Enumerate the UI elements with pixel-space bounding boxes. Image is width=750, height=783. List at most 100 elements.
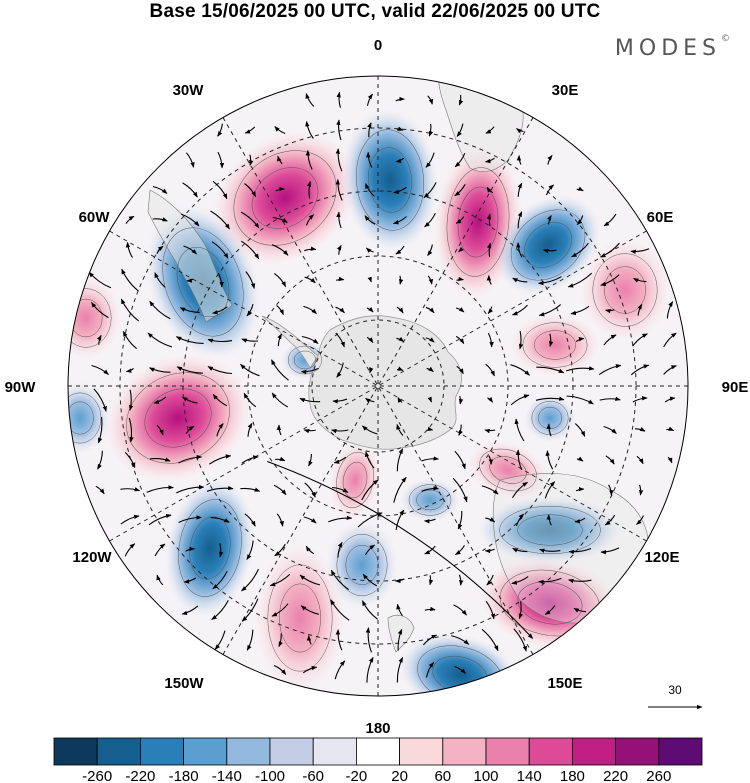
- wind-vector: [600, 547, 620, 555]
- wind-vector: [515, 513, 524, 527]
- wind-vector: [454, 152, 466, 168]
- contour-line: [279, 583, 321, 653]
- wind-vector: [424, 606, 436, 612]
- wind-vector: [451, 635, 470, 645]
- wind-vector: [458, 574, 464, 586]
- wind-vector: [538, 304, 562, 317]
- wind-vector: [278, 633, 283, 648]
- contour-line: [408, 484, 452, 516]
- colorbar-swatch: [485, 737, 530, 766]
- wind-vector: [178, 515, 202, 523]
- colorbar-tick-label: 140: [517, 768, 542, 783]
- wind-vector: [241, 240, 260, 260]
- wind-vector: [516, 128, 524, 134]
- wind-vector: [397, 126, 404, 131]
- wind-vector: [600, 274, 620, 287]
- wind-vector: [207, 366, 233, 375]
- contour-line: [592, 253, 658, 327]
- wind-vector: [152, 217, 168, 222]
- wind-vector: [211, 241, 229, 259]
- wind-vector: [603, 213, 617, 227]
- wind-vector: [427, 95, 434, 105]
- wind-vector: [513, 628, 528, 652]
- wind-vector: [305, 92, 315, 107]
- wind-vector: [485, 517, 496, 523]
- wind-vector: [515, 242, 523, 258]
- wind-vector: [183, 577, 197, 584]
- colorbar-swatch: [572, 737, 617, 766]
- contour-line: [499, 505, 601, 555]
- wind-vector: [484, 548, 495, 554]
- wind-vector: [179, 307, 200, 313]
- wind-vector: [457, 510, 463, 530]
- wind-vector: [357, 512, 383, 528]
- wind-vector: [210, 517, 230, 523]
- wind-vector: [536, 366, 565, 374]
- wind-vector: [481, 628, 499, 652]
- wind-vector: [456, 276, 464, 282]
- wind-vector: [148, 513, 172, 526]
- wind-vector: [183, 245, 197, 255]
- wind-vector: [156, 424, 164, 436]
- wind-vector: [245, 271, 256, 290]
- wind-vector: [272, 216, 288, 223]
- contour-line: [293, 350, 317, 370]
- colorbar-tick-label: 20: [391, 768, 408, 783]
- wind-vector: [241, 455, 259, 464]
- lon-label-180: 180: [365, 720, 390, 737]
- wind-vector: [544, 605, 556, 615]
- wind-vector: [276, 513, 285, 527]
- wind-vector: [95, 485, 105, 495]
- wind-vector: [332, 398, 348, 404]
- wind-vector: [128, 417, 134, 443]
- colorbar-tick-label: -140: [212, 768, 242, 783]
- wind-vector: [176, 366, 203, 374]
- wind-vector: [364, 215, 376, 225]
- wind-vector: [303, 429, 316, 434]
- wind-vector: [331, 429, 349, 434]
- lon-label-60w: 60W: [79, 209, 111, 226]
- wind-vector: [423, 518, 436, 524]
- wind-vector: [303, 516, 317, 524]
- colorbar-labels: -260 -220 -180 -140 -100 -60 -20 20 60 100 140 180 2…: [82, 768, 671, 783]
- wind-vector: [454, 450, 466, 470]
- wind-vector: [305, 120, 314, 139]
- contour-line: [68, 392, 102, 444]
- contour-line: [355, 129, 425, 231]
- anomaly-cell: [478, 496, 622, 564]
- colorbar-tick-label: -220: [125, 768, 155, 783]
- wind-vector: [576, 456, 584, 462]
- wind-vector: [181, 605, 199, 616]
- wind-vector: [516, 154, 522, 165]
- wind-vector: [176, 484, 205, 494]
- contour-line: [342, 461, 368, 499]
- wind-vector: [97, 417, 103, 444]
- map-title: Base 15/06/2025 00 UTC, valid 22/06/2025…: [149, 1, 601, 22]
- wind-vector: [367, 276, 372, 283]
- wind-vector: [212, 180, 228, 200]
- wind-vector: [663, 365, 677, 375]
- wind-vector: [240, 487, 261, 492]
- wind-vector: [566, 395, 594, 405]
- wind-vector: [574, 517, 586, 524]
- wind-vector: [361, 425, 378, 435]
- contour-line: [251, 167, 319, 229]
- wind-vector: [453, 604, 467, 616]
- wind-vector: [599, 242, 620, 258]
- wind-vector: [454, 665, 466, 674]
- wind-vector: [518, 601, 523, 620]
- wind-vector: [666, 426, 675, 432]
- wind-vector: [305, 149, 313, 170]
- wind-vector: [397, 628, 403, 651]
- wind-vector: [630, 248, 650, 254]
- wind-vector: [458, 94, 464, 106]
- wind-vector: [302, 665, 318, 674]
- wind-vector: [185, 425, 195, 434]
- wind-vector: [545, 450, 554, 470]
- lon-label-60e: 60E: [647, 209, 674, 226]
- colorbar-swatch: [355, 737, 400, 766]
- colorbar-tick-label: -20: [346, 768, 368, 783]
- wind-vector: [426, 366, 434, 373]
- wind-vector: [428, 123, 434, 137]
- wind-vector: [538, 577, 562, 585]
